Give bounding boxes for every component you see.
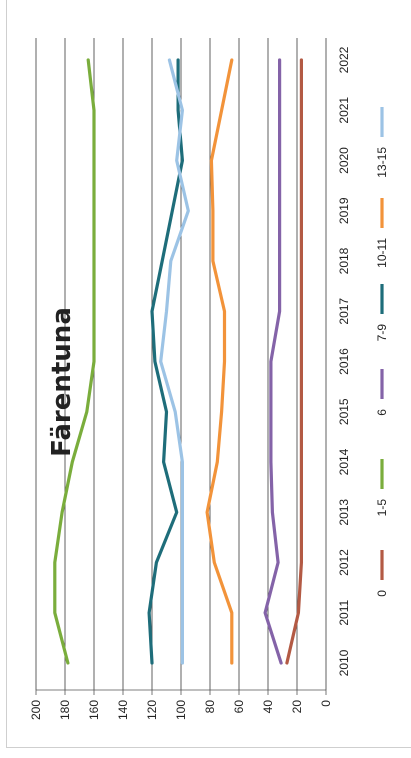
series-line-1-5: [53, 58, 96, 665]
year-tick-label: 2018: [337, 247, 351, 274]
year-tick-label: 2013: [337, 499, 351, 526]
legend: 0 1-5 6 7-9 10-11 13-15: [375, 107, 389, 597]
year-tick-label: 2016: [337, 348, 351, 375]
legend-label: 0: [375, 590, 389, 597]
value-tick-label: 0: [319, 700, 333, 707]
value-tick-label: 20: [290, 700, 304, 714]
value-tick-label: 200: [29, 700, 43, 720]
year-tick-label: 2014: [337, 448, 351, 475]
year-tick-label: 2015: [337, 398, 351, 425]
page-edge-left: [6, 0, 7, 748]
series-lines: [53, 58, 303, 665]
legend-label: 6: [375, 409, 389, 416]
value-tick-labels: 0 20 40 60 80 100 120 140 160 180 200: [29, 700, 333, 720]
series-line-7-9: [147, 58, 184, 665]
value-tick-label: 180: [58, 700, 72, 720]
legend-label: 10-11: [375, 238, 389, 268]
year-tick-label: 2017: [337, 298, 351, 325]
series-line-10-11: [205, 58, 234, 665]
year-tick-label: 2010: [337, 649, 351, 676]
series-line-13-15: [159, 58, 190, 665]
year-tick-label: 2020: [337, 147, 351, 174]
year-tick-labels: 2010 2011 2012 2013 2014 2015 2016 2017 2018 2019…: [337, 46, 351, 676]
chart-title: Färentuna: [47, 307, 77, 457]
year-tick-label: 2022: [337, 46, 351, 73]
series-line-0: [285, 58, 303, 665]
legend-label: 1-5: [375, 499, 389, 517]
page-edge-bottom: [6, 747, 411, 748]
series-line-6: [263, 58, 283, 665]
value-tick-label: 80: [203, 700, 217, 714]
value-tick-label: 140: [116, 700, 130, 720]
legend-label: 13-15: [375, 147, 389, 178]
value-tick-label: 160: [87, 700, 101, 720]
value-tick-label: 100: [174, 700, 188, 720]
year-tick-label: 2021: [337, 97, 351, 124]
value-tick-label: 60: [232, 700, 246, 714]
year-tick-label: 2011: [337, 600, 351, 626]
legend-label: 7-9: [375, 324, 389, 342]
value-tick-label: 40: [261, 700, 275, 714]
year-tick-label: 2019: [337, 197, 351, 224]
value-tick-label: 120: [145, 700, 159, 720]
year-tick-label: 2012: [337, 549, 351, 576]
